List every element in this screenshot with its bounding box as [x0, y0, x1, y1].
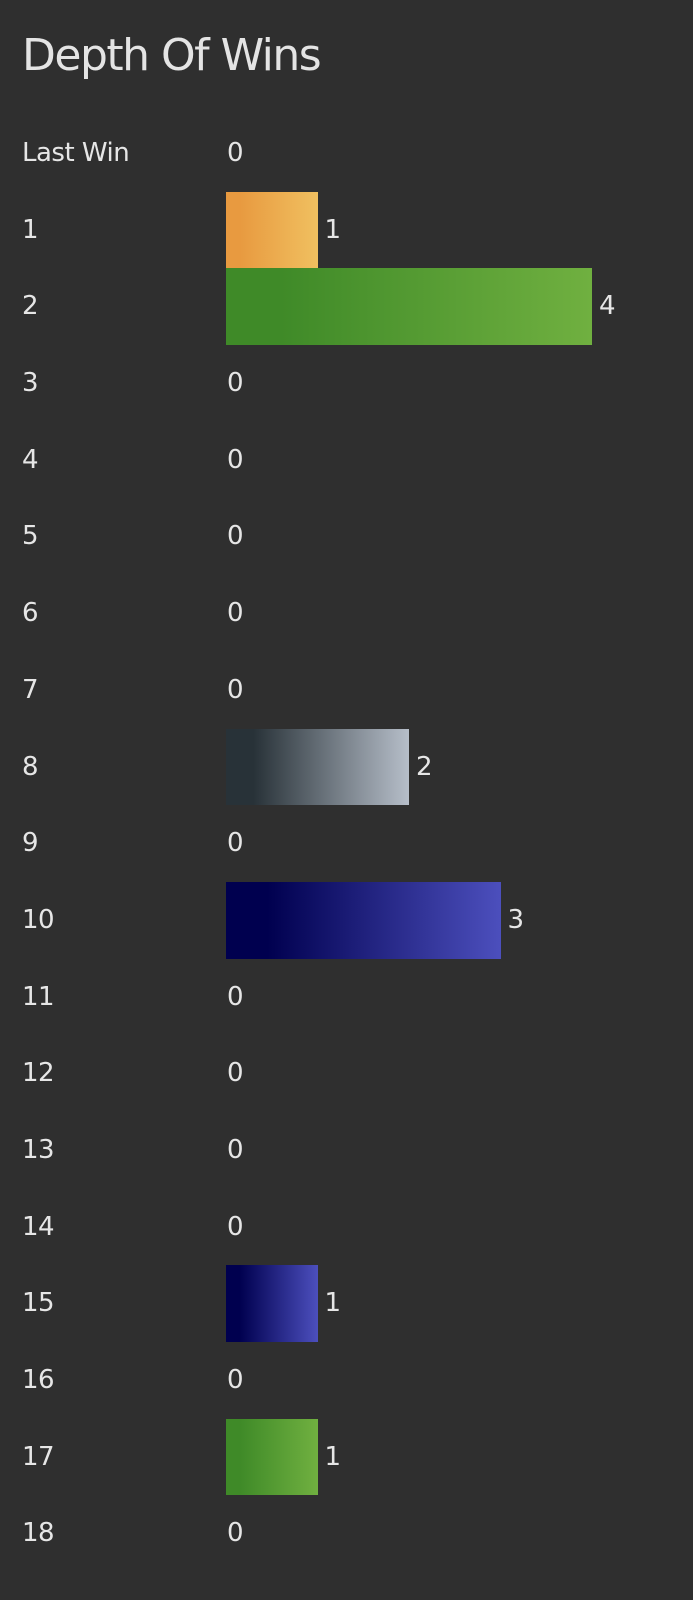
category-label: 17	[22, 1441, 55, 1472]
category-label: 15	[22, 1288, 55, 1319]
bar	[226, 1265, 318, 1342]
category-label: 14	[22, 1211, 55, 1242]
data-label: 0	[227, 1058, 244, 1089]
bar-row: 14 0	[0, 1189, 693, 1266]
bar-row: 16 0	[0, 1342, 693, 1419]
data-label: 0	[227, 1211, 244, 1242]
bar-row: 11 0	[0, 959, 693, 1036]
category-label: 2	[22, 291, 39, 322]
data-label: 1	[324, 1441, 342, 1472]
bar	[226, 1418, 318, 1496]
data-label: 0	[227, 1518, 244, 1549]
category-label: 8	[22, 751, 39, 782]
bar	[226, 881, 501, 959]
category-label: 16	[22, 1365, 55, 1395]
category-label: 10	[22, 904, 55, 935]
data-label: 4	[599, 291, 616, 322]
bar-list: Last Win 0 1 1 2 4 3 0 4 0 5 0 6 0 7 0 8 2 9 0 10 3 11 0 12 0 13 0 1…	[0, 115, 693, 1572]
category-label: 3	[22, 368, 39, 399]
chart-title: Depth Of Wins	[22, 30, 322, 81]
bar-row: 13 0	[0, 1112, 693, 1189]
data-label: 0	[227, 1365, 244, 1395]
data-label: 0	[227, 138, 244, 168]
data-label: 0	[227, 674, 244, 705]
category-label: 13	[22, 1134, 55, 1165]
category-label: 9	[22, 828, 39, 859]
bar	[226, 268, 592, 346]
data-label: 0	[227, 521, 244, 552]
category-label: Last Win	[22, 138, 130, 168]
data-label: 2	[416, 751, 433, 782]
data-label: 0	[227, 828, 244, 859]
data-label: 0	[227, 368, 244, 399]
bar	[226, 191, 318, 269]
bar-row: 12 0	[0, 1035, 693, 1112]
category-label: 4	[22, 444, 39, 475]
category-label: 1	[22, 214, 39, 245]
data-label: 1	[324, 214, 342, 245]
category-label: 11	[22, 981, 55, 1012]
category-label: 12	[22, 1058, 55, 1089]
bar-row: Last Win 0	[0, 115, 693, 192]
category-label: 6	[22, 598, 39, 629]
category-label: 7	[22, 674, 39, 705]
bar-row: 15 1	[0, 1265, 693, 1342]
data-label: 3	[507, 904, 525, 935]
data-label: 0	[227, 444, 244, 475]
bar-row: 18 0	[0, 1495, 693, 1572]
category-label: 18	[22, 1518, 55, 1549]
category-label: 5	[22, 521, 39, 552]
bar	[226, 728, 409, 806]
data-label: 0	[227, 1134, 244, 1165]
data-label: 0	[227, 981, 244, 1012]
bar-row: 10 3	[0, 881, 693, 959]
data-label: 1	[324, 1288, 342, 1319]
bar-row: 17 1	[0, 1418, 693, 1496]
data-label: 0	[227, 598, 244, 629]
